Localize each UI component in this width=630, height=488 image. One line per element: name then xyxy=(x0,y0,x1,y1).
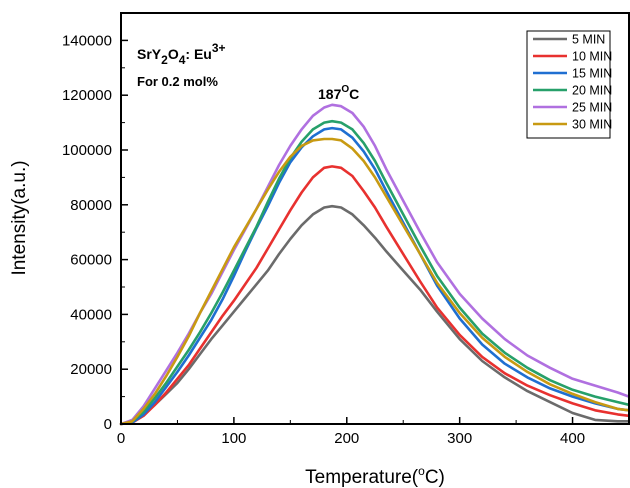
x-tick-label: 0 xyxy=(117,430,125,447)
legend-label: 25 MIN xyxy=(572,101,612,115)
compound-sup: 3+ xyxy=(212,41,226,55)
y-tick-label: 80000 xyxy=(70,197,112,214)
x-axis-title-sup: o xyxy=(418,464,425,478)
y-tick-label: 100000 xyxy=(62,142,112,159)
legend-label: 10 MIN xyxy=(572,50,612,64)
y-tick-label: 40000 xyxy=(70,306,112,323)
compound-end: : Eu xyxy=(185,46,211,62)
legend-box xyxy=(526,30,611,139)
x-tick-label: 400 xyxy=(560,430,585,447)
compound-base: SrY xyxy=(137,46,162,62)
x-axis-title-end: C) xyxy=(425,467,445,488)
series-line-20-min xyxy=(119,119,630,426)
legend-label: 30 MIN xyxy=(572,118,612,132)
peak-value: 187 xyxy=(318,86,342,102)
peak-unit: C xyxy=(349,86,359,102)
x-tick-label: 200 xyxy=(334,430,359,447)
peak-annotation: 187OC xyxy=(318,84,359,102)
x-tick-label: 100 xyxy=(221,430,246,447)
compound-mid: O xyxy=(168,46,179,62)
legend: 5 MIN 10 MIN 15 MIN 20 MIN 25 MIN 30 MIN xyxy=(526,30,612,139)
y-tick-label: 120000 xyxy=(62,87,112,104)
y-axis-title: Intensity(a.u.) xyxy=(9,160,30,275)
legend-label: 5 MIN xyxy=(572,33,605,47)
series-line-10-min xyxy=(119,165,630,426)
axis-layer: 0 100 200 300 400 0 20000 40000 60000 80000 100000… xyxy=(62,32,585,447)
legend-label: 20 MIN xyxy=(572,84,612,98)
x-axis-title: Temperature(oC) xyxy=(305,464,445,488)
y-tick-label: 0 xyxy=(104,416,112,433)
y-tick-label: 140000 xyxy=(62,32,112,49)
series-layer xyxy=(119,103,630,426)
x-axis-title-main: Temperature( xyxy=(305,467,419,488)
concentration-annotation: For 0.2 mol% xyxy=(137,74,218,89)
compound-sub1: 2 xyxy=(161,53,168,67)
y-tick-label: 20000 xyxy=(70,361,112,378)
legend-label: 15 MIN xyxy=(572,67,612,81)
plot-frame xyxy=(120,12,630,425)
series-line-30-min xyxy=(119,137,630,426)
x-tick-label: 300 xyxy=(447,430,472,447)
peak-sup: O xyxy=(341,84,349,95)
series-line-15-min xyxy=(119,126,630,426)
y-tick-label: 60000 xyxy=(70,252,112,269)
compound-annotation: SrY2O4: Eu3+ xyxy=(137,41,226,67)
compound-sub2: 4 xyxy=(179,53,186,67)
series-line-5-min xyxy=(119,204,630,426)
